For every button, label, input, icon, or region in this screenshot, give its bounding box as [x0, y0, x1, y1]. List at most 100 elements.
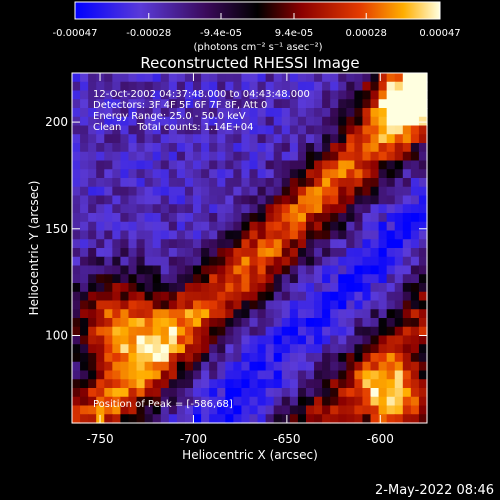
heatmap-cell — [168, 143, 178, 153]
heatmap-cell — [418, 230, 428, 240]
heatmap-cell — [168, 151, 178, 162]
heatmap-cell — [314, 221, 323, 232]
heatmap-cell — [273, 73, 283, 83]
heatmap-cell — [136, 256, 146, 267]
heatmap-cell — [225, 239, 234, 249]
heatmap-cell — [249, 309, 259, 319]
heatmap-cell — [225, 125, 234, 135]
heatmap-cell — [346, 274, 355, 284]
heatmap-cell — [176, 116, 186, 127]
heatmap-cell — [410, 151, 420, 162]
heatmap-cell — [136, 318, 146, 328]
heatmap-cell — [193, 151, 202, 162]
heatmap-cell — [72, 353, 81, 363]
heatmap-cell — [120, 160, 130, 170]
heatmap-cell — [418, 283, 428, 293]
heatmap-cell — [233, 248, 243, 258]
heatmap-cell — [378, 195, 388, 205]
heatmap-cell — [273, 81, 283, 92]
heatmap-cell — [144, 169, 154, 179]
heatmap-cell — [378, 169, 388, 179]
heatmap-cell — [120, 396, 130, 407]
heatmap-cell — [136, 361, 146, 372]
heatmap-cell — [273, 99, 283, 109]
heatmap-cell — [338, 405, 347, 415]
heatmap-cell — [402, 151, 412, 162]
heatmap-cell — [346, 108, 355, 118]
heatmap-cell — [410, 81, 420, 92]
heatmap-cell — [354, 230, 364, 240]
heatmap-cell — [297, 274, 307, 284]
heatmap-cell — [136, 283, 146, 293]
heatmap-cell — [378, 204, 388, 214]
heatmap-cell — [257, 204, 267, 214]
heatmap-cell — [193, 204, 202, 214]
heatmap-cell — [120, 274, 130, 284]
heatmap-cell — [112, 239, 122, 249]
heatmap-cell — [144, 300, 154, 310]
heatmap-cell — [209, 160, 218, 170]
heatmap-cell — [410, 186, 420, 197]
heatmap-cell — [370, 116, 380, 127]
heatmap-cell — [410, 239, 420, 249]
heatmap-cell — [184, 370, 194, 380]
heatmap-cell — [120, 300, 130, 310]
heatmap-cell — [241, 143, 251, 153]
heatmap-cell — [184, 309, 194, 319]
heatmap-cell — [88, 204, 97, 214]
heatmap-cell — [281, 396, 291, 407]
heatmap-cell — [410, 291, 420, 302]
heatmap-cell — [265, 256, 275, 267]
heatmap-cell — [88, 326, 97, 337]
heatmap-cell — [378, 134, 388, 144]
heatmap-cell — [354, 99, 364, 109]
heatmap-cell — [128, 178, 138, 188]
heatmap-cell — [281, 291, 291, 302]
heatmap-cell — [265, 265, 275, 275]
y-tick-label: 100 — [45, 329, 68, 343]
heatmap-cell — [362, 99, 372, 109]
heatmap-cell — [88, 108, 97, 118]
heatmap-cell — [346, 405, 355, 415]
heatmap-cell — [402, 221, 412, 232]
heatmap-cell — [265, 353, 275, 363]
heatmap-cell — [104, 388, 113, 398]
heatmap-cell — [160, 143, 170, 153]
heatmap-cell — [112, 204, 122, 214]
heatmap-cell — [168, 248, 178, 258]
heatmap-cell — [96, 160, 105, 170]
heatmap-cell — [96, 318, 105, 328]
heatmap-cell — [314, 344, 323, 354]
heatmap-cell — [378, 318, 388, 328]
heatmap-cell — [281, 169, 291, 179]
heatmap-cell — [362, 90, 372, 100]
heatmap-cell — [354, 274, 364, 284]
heatmap-cell — [281, 309, 291, 319]
heatmap-cell — [168, 370, 178, 380]
heatmap-cell — [273, 414, 283, 424]
heatmap-cell — [168, 361, 178, 372]
heatmap-cell — [168, 204, 178, 214]
heatmap-cell — [128, 160, 138, 170]
heatmap-cell — [144, 230, 154, 240]
heatmap-cell — [184, 361, 194, 372]
colorbar-tick-label: -0.00028 — [126, 28, 171, 39]
heatmap-cell — [314, 265, 323, 275]
heatmap-cell — [176, 256, 186, 267]
heatmap-cell — [88, 388, 97, 398]
heatmap-cell — [314, 414, 323, 424]
heatmap-cell — [160, 326, 170, 337]
heatmap-cell — [241, 213, 251, 223]
heatmap-cell — [330, 239, 339, 249]
heatmap-cell — [273, 405, 283, 415]
heatmap-cell — [233, 326, 243, 337]
heatmap-cell — [281, 256, 291, 267]
heatmap-cell — [410, 256, 420, 267]
heatmap-cell — [217, 99, 226, 109]
heatmap-cell — [394, 353, 404, 363]
heatmap-cell — [112, 186, 122, 197]
heatmap-cell — [168, 134, 178, 144]
heatmap-cell — [289, 143, 299, 153]
heatmap-cell — [338, 326, 347, 337]
heatmap-cell — [88, 151, 97, 162]
